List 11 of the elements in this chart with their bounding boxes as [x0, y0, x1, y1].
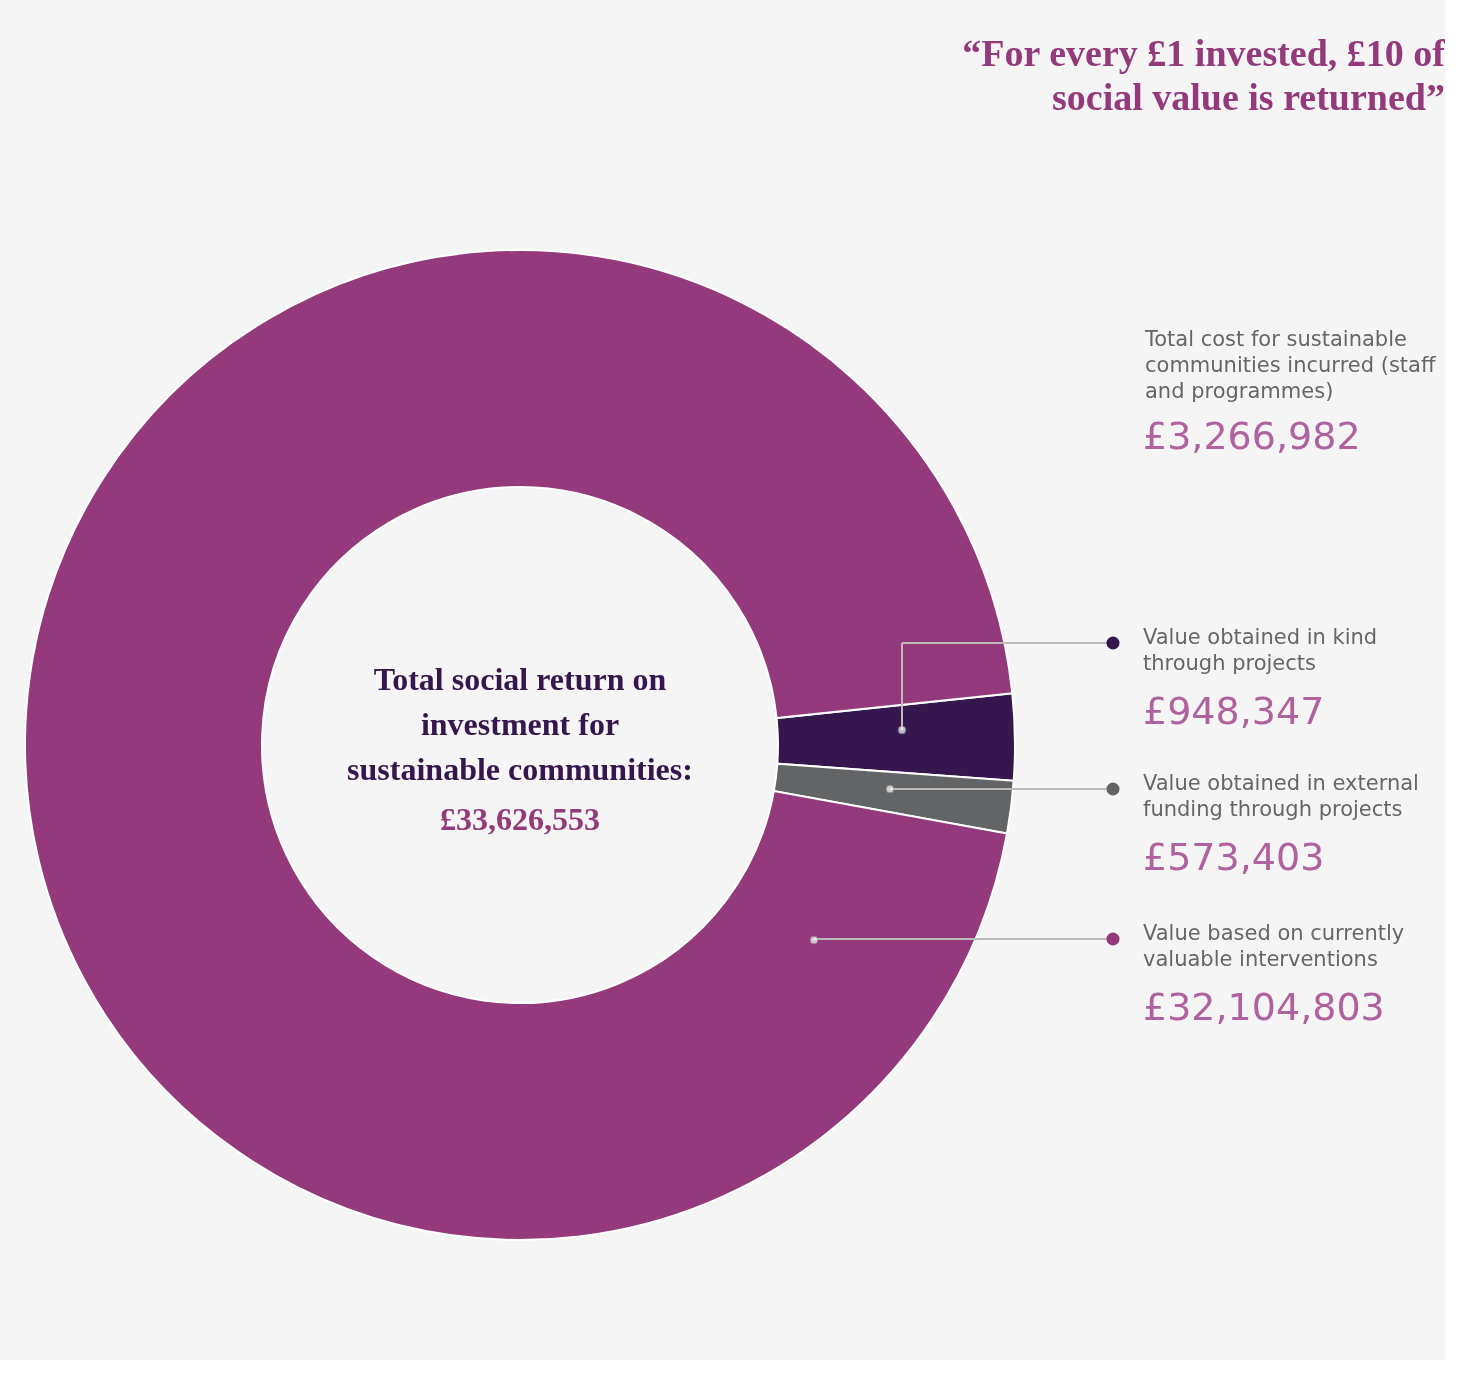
data-label: £948,347 [1143, 689, 1325, 733]
legend-label: Value based on currently valuable interventions [1143, 921, 1405, 971]
text: £3,266,982 [1143, 414, 1361, 458]
data-label: £573,403 [1143, 835, 1325, 879]
text: Total social return on investment for sustainable communities: [347, 661, 693, 787]
text: Total cost for sustainable communities incurred (staff and programmes) [1144, 327, 1436, 403]
text: £33,626,553 [440, 801, 600, 837]
chart-title: “For every £1 invested, £10 of social value is returned” [962, 32, 1447, 118]
data-label: £32,104,803 [1143, 985, 1385, 1029]
legend-label: Value obtained in kind through projects [1143, 625, 1378, 675]
legend-label: Value obtained in external funding through projects [1143, 771, 1419, 821]
